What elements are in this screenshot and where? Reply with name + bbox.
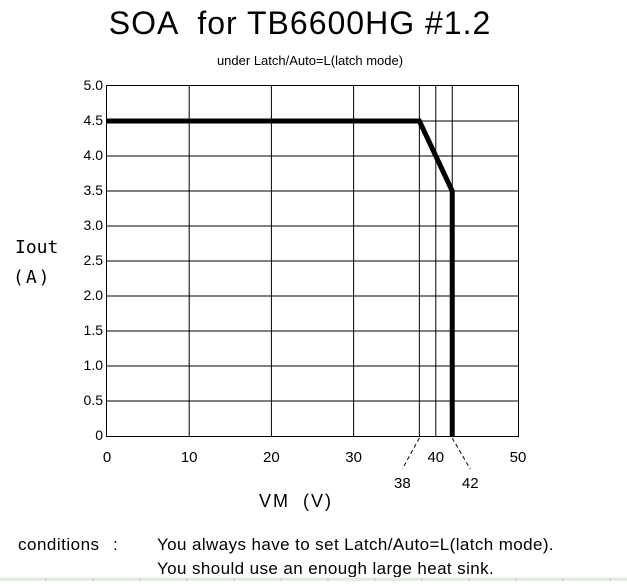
y-tick-label: 2.0 xyxy=(83,287,103,303)
conditions-colon: : xyxy=(113,535,118,554)
annotation-leader-line xyxy=(451,437,471,470)
chart-subtitle: under Latch/Auto=L(latch mode) xyxy=(216,53,404,68)
annotation-label: 42 xyxy=(461,475,479,492)
x-tick-label: 30 xyxy=(345,449,362,466)
conditions-label: conditions xyxy=(18,535,100,554)
x-tick-label: 40 xyxy=(427,449,445,466)
annotation-label: 38 xyxy=(394,475,411,492)
y-tick-label: 3.5 xyxy=(83,182,103,198)
y-tick-label: 1.5 xyxy=(83,322,103,338)
annotation-leader-line xyxy=(401,437,420,470)
spreadsheet-edge-strip xyxy=(0,577,627,581)
x-axis-title: VM (V) xyxy=(259,491,333,511)
conditions-text-line1: You always have to set Latch/Auto=L(latc… xyxy=(157,535,555,554)
x-tick-label: 20 xyxy=(263,449,280,466)
y-tick-label: 4.0 xyxy=(83,147,103,163)
y-tick-label: 1.0 xyxy=(83,357,103,373)
conditions-text-line2: You should use an enough large heat sink… xyxy=(157,559,495,578)
y-tick-label: 5.0 xyxy=(83,77,103,93)
y-axis-title: Iout xyxy=(15,237,59,258)
y-tick-label: 2.5 xyxy=(83,252,103,268)
chart-title: SOA for TB6600HG #1.2 xyxy=(108,5,492,41)
x-tick-label: 0 xyxy=(102,449,112,466)
plot-svg xyxy=(106,85,519,470)
x-tick-label: 10 xyxy=(180,449,198,466)
y-tick-label: 0.5 xyxy=(83,392,103,408)
y-tick-label: 4.5 xyxy=(83,112,103,128)
y-tick-label: 0 xyxy=(95,427,103,443)
soa-limit-line xyxy=(107,118,455,436)
y-axis-unit: (A) xyxy=(13,267,52,288)
y-tick-label: 3.0 xyxy=(83,217,103,233)
x-tick-label: 50 xyxy=(509,449,527,466)
